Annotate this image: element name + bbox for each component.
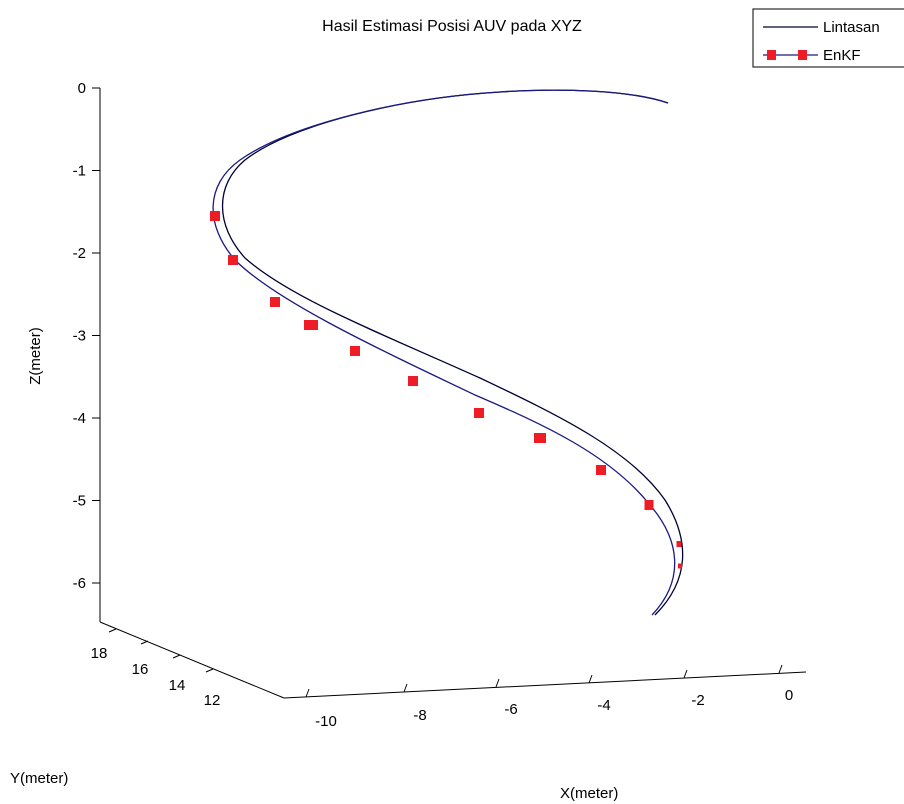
enkf-marker	[534, 433, 546, 443]
enkf-marker	[474, 408, 484, 418]
z-tick-label: -6	[73, 575, 86, 592]
series-markers-enkf	[210, 211, 682, 569]
y-tick-mark	[140, 640, 149, 645]
x-axis-label: X(meter)	[560, 785, 618, 802]
enkf-marker	[350, 346, 360, 356]
x-tick-mark	[683, 669, 688, 679]
legend-box	[752, 8, 904, 68]
y-tick-label: 16	[132, 661, 149, 678]
x-tick-mark	[403, 683, 408, 693]
legend-swatch-enkf-marker-2	[798, 50, 807, 60]
legend-swatch-enkf-marker-1	[767, 50, 776, 60]
enkf-marker	[210, 211, 220, 221]
enkf-marker	[304, 320, 318, 330]
enkf-marker	[408, 376, 418, 386]
z-axis-label: Z(meter)	[27, 327, 44, 385]
y-tick-mark	[108, 628, 117, 633]
z-ticks: 0 -1 -2 -3 -4 -5 -6	[73, 80, 100, 592]
z-tick-label: -2	[73, 245, 86, 262]
y-tick-label: 18	[91, 645, 108, 662]
x-tick-mark	[588, 674, 593, 684]
x-axis-line	[283, 671, 807, 699]
z-tick-label: -4	[73, 410, 86, 427]
x-tick-mark	[495, 678, 500, 688]
x-tick-mark	[778, 664, 783, 674]
x-tick-label: -2	[691, 692, 704, 709]
y-tick-label: 14	[169, 677, 186, 694]
y-tick-label: 12	[204, 692, 221, 709]
series-line-enkf	[212, 89, 676, 616]
enkf-marker	[270, 297, 280, 307]
legend-label-lintasan: Lintasan	[823, 19, 880, 36]
axes	[99, 88, 807, 699]
enkf-marker	[228, 255, 238, 265]
x-tick-label: 0	[785, 687, 793, 704]
series-line-lintasan	[221, 89, 684, 616]
y-axis-label: Y(meter)	[10, 770, 68, 787]
y-ticks: 18 16 14 12	[91, 628, 221, 709]
legend-label-enkf: EnKF	[823, 47, 861, 64]
x-tick-label: -4	[597, 697, 610, 714]
z-tick-label: 0	[78, 80, 86, 97]
enkf-marker	[678, 563, 682, 569]
z-tick-label: -5	[73, 493, 86, 510]
x-ticks: -10 -8 -6 -4 -2 0	[305, 664, 793, 730]
x-tick-mark	[305, 688, 310, 698]
y-tick-mark	[172, 654, 181, 659]
z-tick-label: -3	[73, 328, 86, 345]
y-axis-line	[99, 621, 285, 699]
legend: Lintasan EnKF	[752, 8, 904, 68]
x-tick-label: -8	[413, 707, 426, 724]
chart-title: Hasil Estimasi Posisi AUV pada XYZ	[322, 18, 582, 35]
enkf-marker	[676, 541, 682, 547]
y-tick-mark	[205, 668, 214, 673]
x-tick-label: -6	[504, 701, 517, 718]
z-tick-label: -1	[73, 163, 86, 180]
enkf-marker	[644, 500, 654, 510]
enkf-marker	[596, 465, 606, 475]
x-tick-label: -10	[315, 713, 337, 730]
